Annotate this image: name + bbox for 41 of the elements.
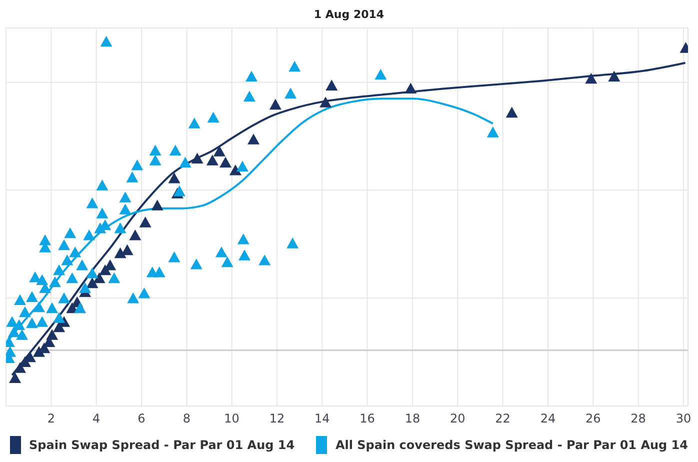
x-tick-label: 16 [360,412,375,426]
point [139,216,152,228]
point [585,72,598,84]
x-tick-label: 14 [314,412,330,426]
x-tick-label: 4 [92,412,100,426]
point [269,98,282,110]
x-tick-label: 26 [586,412,601,426]
x-tick-label: 18 [404,412,420,426]
x-tick-label: 2 [47,412,55,426]
point [93,272,106,284]
x-tick-label: 10 [224,412,240,426]
legend-label: All Spain covereds Swap Spread - Par Par 01 Aug 14 [335,438,688,452]
point [168,172,180,184]
point [86,277,98,288]
point [46,329,58,340]
point [248,134,260,144]
point [229,164,242,176]
point [14,362,26,373]
point [151,200,164,210]
x-tick-label: 24 [540,412,556,426]
point [404,82,417,94]
x-tick-label: 20 [450,412,466,426]
point [129,230,142,240]
point [326,80,338,90]
point [121,244,134,256]
x-tick-label: 12 [269,412,285,426]
x-tick-label: 30 [676,412,692,426]
x-tick-label: 8 [182,412,190,426]
x-tick-label: 22 [495,412,510,426]
point [206,154,218,166]
point [191,152,204,164]
point [608,70,620,82]
point [220,156,232,168]
point [506,106,518,118]
point [9,372,22,384]
chart-title: 1 Aug 2014 [312,7,386,23]
x-tick-label: 6 [138,412,146,426]
x-tick-label: 28 [630,412,646,426]
point [213,146,226,156]
point [320,96,332,108]
legend-label: Spain Swap Spread - Par Par 01 Aug 14 [29,438,295,452]
